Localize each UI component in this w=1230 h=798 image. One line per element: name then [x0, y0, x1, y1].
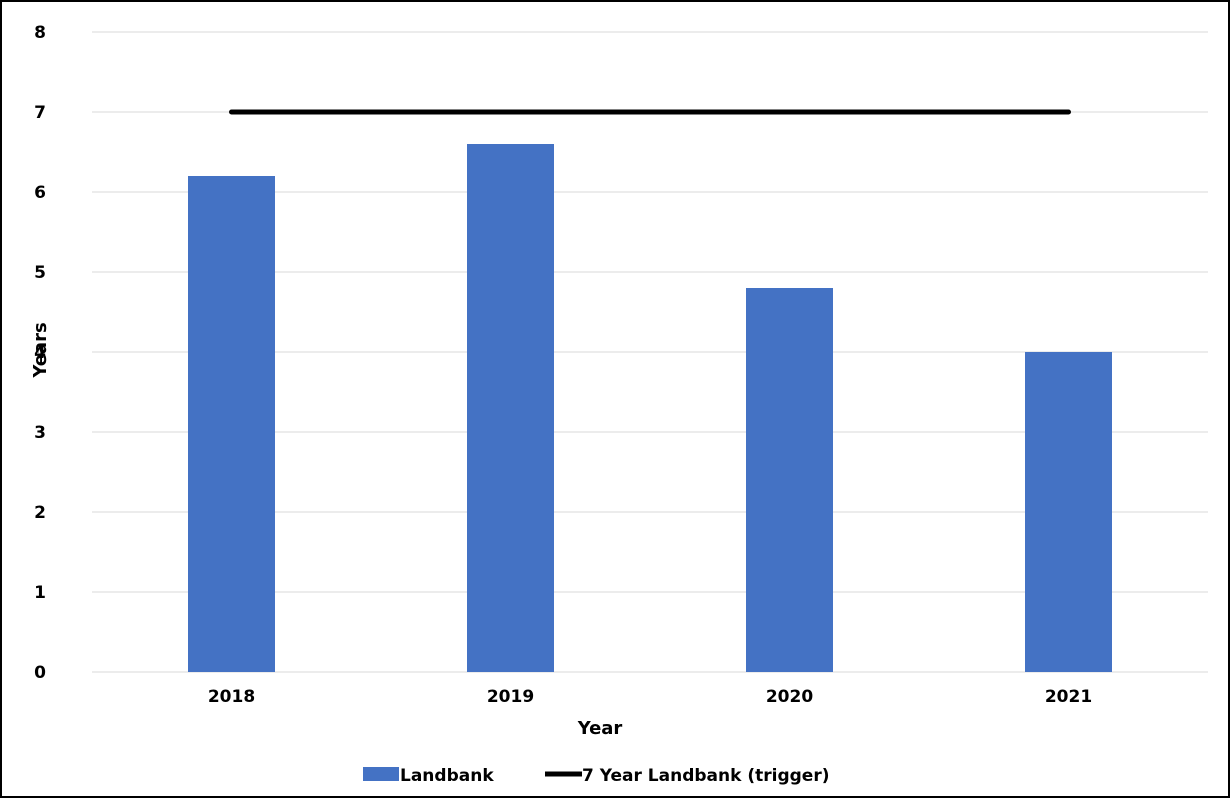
bar-2020 [746, 288, 833, 672]
legend-label-landbank: Landbank [400, 766, 494, 786]
gridlines [92, 31, 1208, 673]
legend: Landbank 7 Year Landbank (trigger) [363, 766, 829, 786]
x-tick-label-2021: 2021 [1045, 687, 1092, 707]
y-tick-label-8: 8 [34, 23, 46, 43]
landbank-bars [188, 144, 1112, 672]
bar-2018 [188, 176, 275, 672]
y-axis-ticks: 0 1 2 3 4 5 6 7 8 [34, 23, 46, 683]
y-tick-label-3: 3 [34, 423, 46, 443]
legend-swatch-landbank [363, 767, 399, 781]
y-tick-label-5: 5 [34, 263, 46, 283]
y-tick-label-1: 1 [34, 583, 46, 603]
y-tick-label-4: 4 [34, 343, 46, 363]
x-axis-ticks: 2018 2019 2020 2021 [208, 687, 1092, 707]
y-tick-label-6: 6 [34, 183, 46, 203]
x-tick-label-2020: 2020 [766, 687, 813, 707]
x-tick-label-2018: 2018 [208, 687, 255, 707]
x-axis-title: Year [577, 718, 623, 739]
y-tick-label-0: 0 [34, 663, 46, 683]
bar-2019 [467, 144, 554, 672]
y-axis-title: Years [30, 322, 51, 378]
y-tick-label-2: 2 [34, 503, 46, 523]
bar-2021 [1025, 352, 1112, 672]
legend-label-trigger: 7 Year Landbank (trigger) [582, 766, 829, 786]
x-tick-label-2019: 2019 [487, 687, 534, 707]
y-tick-label-7: 7 [34, 103, 46, 123]
